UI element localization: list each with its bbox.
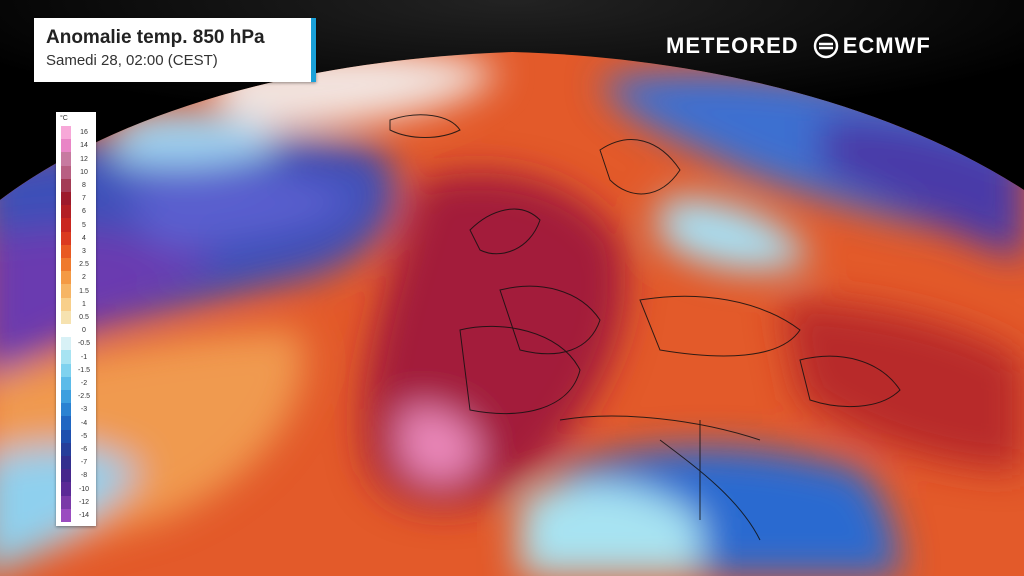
legend-swatch (61, 165, 71, 179)
legend-swatch (61, 363, 71, 377)
legend-swatch (61, 350, 71, 364)
map-subtitle: Samedi 28, 02:00 (CEST) (46, 52, 218, 69)
legend-swatch (61, 258, 71, 272)
ecmwf-icon (813, 33, 838, 59)
brand-logos: METEORED ECMWF (666, 32, 931, 60)
map-title-box: Anomalie temp. 850 hPa Samedi 28, 02:00 … (34, 18, 316, 82)
legend-swatch (61, 482, 71, 496)
legend-label: 0.5 (79, 313, 89, 321)
legend-swatch (61, 469, 71, 483)
legend-color-bar (61, 126, 71, 523)
legend-label: -2.5 (77, 393, 91, 401)
ecmwf-logo-text: ECMWF (842, 33, 931, 58)
legend-swatch (61, 205, 71, 219)
legend-label: 2.5 (79, 261, 89, 269)
legend-swatch (61, 310, 71, 325)
legend-swatch (61, 337, 71, 351)
legend-label: -1 (80, 353, 88, 361)
legend-label: -1.5 (77, 366, 91, 374)
legend-unit: °C (60, 115, 68, 122)
legend-label: -3 (80, 406, 88, 414)
legend-label: 2 (82, 274, 86, 282)
legend-label: 10 (80, 168, 88, 176)
legend-swatch (61, 495, 71, 509)
legend-label: -4 (80, 419, 88, 427)
legend-label: -2 (80, 379, 88, 387)
legend-label: 7 (82, 195, 86, 203)
legend-label: 1.5 (79, 287, 89, 295)
legend-swatch (61, 442, 71, 457)
legend-label: 12 (80, 155, 88, 163)
legend-swatch (61, 456, 71, 470)
meteored-logo: METEORED (666, 33, 799, 58)
legend-label: -10 (78, 485, 90, 493)
legend-swatch (61, 416, 71, 430)
legend-label: 1 (82, 300, 86, 308)
legend-label: -7 (80, 459, 88, 467)
legend-label: 8 (82, 181, 86, 189)
legend-swatch (61, 508, 71, 523)
legend-labels: 16 14 12 10 8 7 6 5 4 3 2.5 2 1.5 1 0.5 0 -0.5 -1 -1.5 -2 -2… (74, 126, 94, 522)
legend-swatch (61, 139, 71, 153)
country-borders (389, 114, 901, 541)
legend-swatch (61, 244, 71, 259)
legend-swatch (61, 271, 71, 285)
legend-swatch (61, 324, 71, 338)
legend-swatch (61, 390, 71, 404)
color-legend: °C 16 14 12 10 8 7 6 5 4 3 2.5 2 1.5 1 0.5 0 -0.5 -1 -1.5 -… (56, 112, 96, 526)
legend-label: 6 (82, 208, 86, 216)
legend-swatch (61, 192, 71, 206)
legend-swatch (61, 218, 71, 232)
legend-label: -6 (80, 445, 88, 453)
legend-label: -8 (80, 472, 88, 480)
legend-swatch (61, 231, 71, 245)
legend-swatch (61, 297, 71, 311)
legend-label: 16 (80, 129, 88, 137)
legend-swatch (61, 376, 71, 391)
legend-swatch (61, 284, 71, 298)
legend-label: -14 (78, 511, 90, 519)
legend-swatch (61, 126, 71, 140)
legend-label: -12 (78, 498, 90, 506)
legend-swatch (61, 178, 71, 193)
ecmwf-logo: ECMWF (813, 33, 931, 59)
legend-swatch (61, 152, 71, 166)
legend-label: 0 (82, 327, 86, 335)
legend-label: -0.5 (77, 340, 91, 348)
legend-swatch (61, 403, 71, 417)
legend-label: 5 (82, 221, 86, 229)
legend-label: 14 (80, 142, 88, 150)
legend-swatch (61, 429, 71, 443)
legend-label: -5 (80, 432, 88, 440)
legend-label: 4 (82, 234, 86, 242)
legend-label: 3 (82, 247, 86, 255)
map-title: Anomalie temp. 850 hPa (46, 27, 265, 48)
